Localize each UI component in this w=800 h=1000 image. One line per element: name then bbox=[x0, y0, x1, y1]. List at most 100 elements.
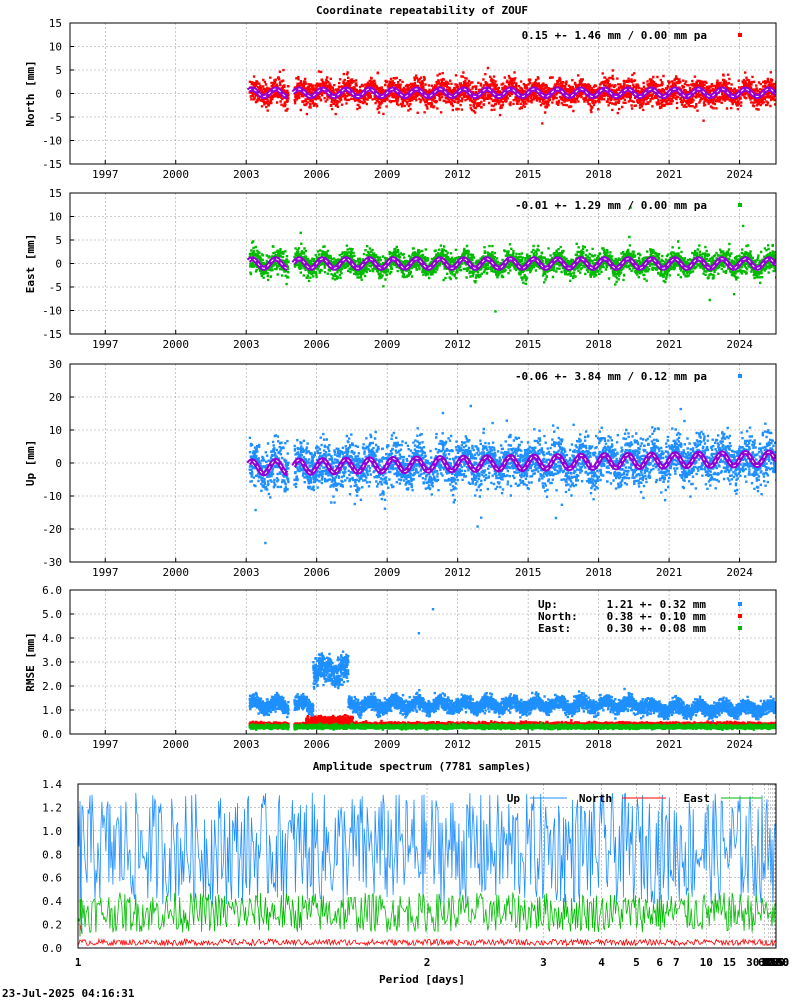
x-tick-label: 2009 bbox=[374, 168, 401, 181]
x-tick-label: 2009 bbox=[374, 338, 401, 351]
x-tick-label: 2009 bbox=[374, 566, 401, 579]
y-tick-label: 10 bbox=[49, 424, 62, 437]
legend-text: 0.15 +- 1.46 mm / 0.00 mm pa bbox=[522, 29, 707, 42]
x-tick-label: 2003 bbox=[233, 738, 260, 751]
x-tick-label: 2021 bbox=[656, 168, 683, 181]
x-tick-label: 5 bbox=[633, 956, 640, 969]
plot-frame bbox=[69, 192, 777, 335]
legend-marker bbox=[738, 626, 742, 630]
x-tick-label: 2003 bbox=[233, 168, 260, 181]
legend-label: Up bbox=[507, 792, 521, 805]
east-spectrum-line bbox=[78, 892, 776, 937]
x-tick-label: 3 bbox=[540, 956, 547, 969]
x-tick-label: 2015 bbox=[515, 338, 542, 351]
north-panel: 1997 2000 2003 2006 2009 2012 2015 2018 2021 2024… bbox=[24, 17, 777, 181]
y-tick-label: 4.0 bbox=[42, 632, 62, 645]
y-tick-label: -10 bbox=[42, 490, 62, 503]
y-tick-label: 3.0 bbox=[42, 656, 62, 669]
x-tick-label: 2018 bbox=[585, 566, 612, 579]
legend-marker bbox=[738, 33, 742, 37]
x-tick-label: 2012 bbox=[444, 338, 471, 351]
legend-label: East: bbox=[538, 622, 571, 635]
y-tick-label: 0.8 bbox=[42, 848, 62, 861]
x-tick-label: 1997 bbox=[92, 738, 119, 751]
plot-frame bbox=[69, 589, 777, 735]
y-tick-label: 5.0 bbox=[42, 608, 62, 621]
east-panel: 1997 2000 2003 2006 2009 2012 2015 2018 2021 2024… bbox=[24, 187, 777, 351]
x-tick-label: 2015 bbox=[515, 168, 542, 181]
east-data-points bbox=[246, 206, 776, 313]
x-tick-label: 730 bbox=[765, 956, 785, 969]
y-tick-label: -20 bbox=[42, 523, 62, 536]
up-data-points bbox=[248, 404, 776, 545]
y-tick-label: 15 bbox=[49, 17, 62, 30]
y-tick-label: 0.0 bbox=[42, 942, 62, 955]
x-tick-label: 2006 bbox=[303, 338, 330, 351]
x-tick-label: 4 bbox=[598, 956, 605, 969]
y-axis-label: North [mm] bbox=[24, 60, 37, 126]
legend-marker bbox=[738, 203, 742, 207]
north-data-points bbox=[246, 66, 776, 125]
y-tick-label: 30 bbox=[49, 358, 62, 371]
legend-label: East bbox=[684, 792, 711, 805]
x-tick-label: 365 bbox=[764, 956, 784, 969]
y-tick-label: -10 bbox=[42, 135, 62, 148]
x-tick-label: 2009 bbox=[374, 738, 401, 751]
x-tick-label: 6 bbox=[656, 956, 663, 969]
legend-text: -0.01 +- 1.29 mm / 0.00 mm pa bbox=[515, 199, 707, 212]
spectrum-xlabel: Period [days] bbox=[379, 973, 465, 986]
x-tick-label: 183 bbox=[762, 956, 782, 969]
x-tick-label: 2018 bbox=[585, 168, 612, 181]
up-rmse-points bbox=[248, 650, 776, 726]
x-tick-label: 2000 bbox=[162, 168, 189, 181]
x-tick-label: 2018 bbox=[585, 738, 612, 751]
x-tick-label: 2024 bbox=[726, 566, 753, 579]
timestamp: 23-Jul-2025 04:16:31 bbox=[2, 987, 135, 1000]
x-tick-label: 2018 bbox=[585, 338, 612, 351]
legend-value: 0.30 +- 0.08 mm bbox=[607, 622, 707, 635]
x-tick-label: 2003 bbox=[233, 338, 260, 351]
x-tick-label: 91 bbox=[762, 956, 776, 969]
x-tick-label: 2015 bbox=[515, 738, 542, 751]
up-panel: 1997 2000 2003 2006 2009 2012 2015 2018 2021 2024… bbox=[24, 358, 777, 579]
y-tick-label: 10 bbox=[49, 41, 62, 54]
x-tick-label: 30 bbox=[746, 956, 759, 969]
y-tick-label: 10 bbox=[49, 211, 62, 224]
legend-label: Up: bbox=[538, 598, 558, 611]
legend-value: 1.21 +- 0.32 mm bbox=[607, 598, 707, 611]
x-tick-label: 2006 bbox=[303, 566, 330, 579]
model-curve-highlight bbox=[248, 88, 776, 98]
y-tick-label: 0 bbox=[55, 457, 62, 470]
legend-label: North bbox=[579, 792, 612, 805]
y-tick-label: 1.2 bbox=[42, 801, 62, 814]
y-tick-label: -15 bbox=[42, 328, 62, 341]
x-tick-label: 7 bbox=[673, 956, 680, 969]
x-tick-label: 2006 bbox=[303, 738, 330, 751]
x-tick-label: 2012 bbox=[444, 738, 471, 751]
x-tick-label: 2006 bbox=[303, 168, 330, 181]
up-data-points bbox=[246, 404, 776, 545]
plot-frame bbox=[69, 22, 777, 165]
up-rmse-outlier bbox=[431, 608, 435, 611]
x-tick-label: 10 bbox=[700, 956, 713, 969]
x-tick-label: 2024 bbox=[726, 338, 753, 351]
spectrum-lines bbox=[78, 792, 776, 948]
legend-value: 0.38 +- 0.10 mm bbox=[607, 610, 707, 623]
legend-marker bbox=[738, 614, 742, 618]
y-tick-label: 0.0 bbox=[42, 728, 62, 741]
x-tick-label: 2003 bbox=[233, 566, 260, 579]
figure-title: Coordinate repeatability of ZOUF bbox=[316, 4, 528, 17]
x-tick-label: 2000 bbox=[162, 338, 189, 351]
x-tick-label: 2012 bbox=[444, 168, 471, 181]
x-tick-label: 1997 bbox=[92, 566, 119, 579]
x-tick-label: 1997 bbox=[92, 168, 119, 181]
data-points bbox=[248, 608, 776, 731]
y-tick-label: 20 bbox=[49, 391, 62, 404]
y-tick-label: 2.0 bbox=[42, 680, 62, 693]
plot-frame bbox=[69, 363, 777, 563]
x-tick-label: 2021 bbox=[656, 738, 683, 751]
y-axis-label: RMSE [mm] bbox=[24, 632, 37, 692]
y-tick-label: 1.4 bbox=[42, 778, 62, 791]
rmse-panel: 1997 2000 2003 2006 2009 2012 2015 2018 2021 2024… bbox=[24, 584, 777, 751]
spectrum-panel: 0.0 0.2 0.4 0.6 0.8 1.0 1.2 1.4 1 2 3 4 5 6 7 10 15 30619… bbox=[42, 778, 789, 969]
